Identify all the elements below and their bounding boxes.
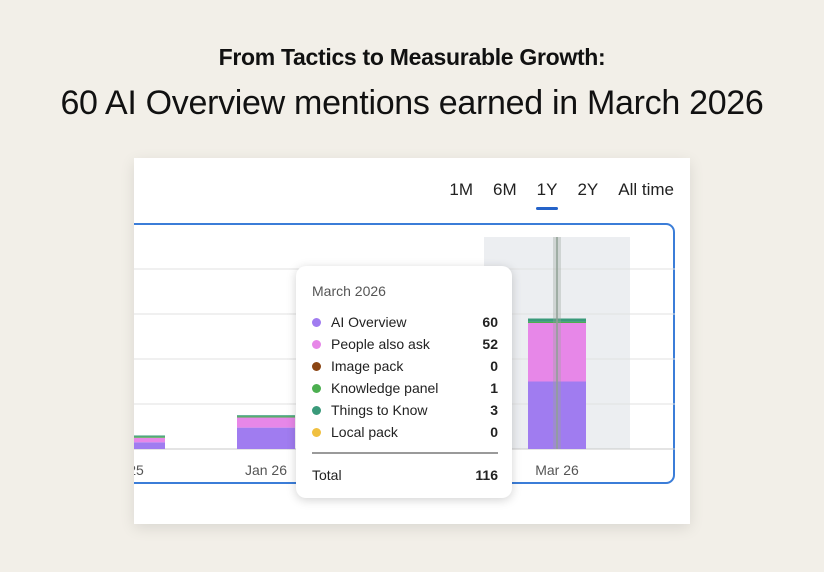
tooltip-row-knowledge-panel: Knowledge panel 1: [312, 377, 498, 399]
bar-segment: [237, 417, 295, 428]
tooltip-total-value: 116: [475, 467, 498, 483]
tooltip-row-value: 0: [490, 424, 498, 440]
things-to-know-dot-icon: [312, 405, 321, 415]
x-tick-label: 25: [134, 462, 144, 478]
tooltip-row-label: Image pack: [331, 358, 404, 374]
tooltip-row-value: 52: [482, 336, 498, 352]
tooltip-row-local-pack: Local pack 0: [312, 421, 498, 443]
image-pack-dot-icon: [312, 361, 321, 371]
chart-card: 1M 6M 1Y 2Y All time 25 Jan 26 Mar 26 Marc…: [134, 158, 690, 524]
x-tick-label: Mar 26: [535, 462, 579, 478]
x-tick-label: Jan 26: [245, 462, 287, 478]
tooltip-total-label: Total: [312, 467, 342, 483]
tooltip-row-label: Things to Know: [331, 402, 428, 418]
tab-1y[interactable]: 1Y: [535, 180, 559, 210]
tooltip-row-label: Local pack: [331, 424, 398, 440]
tooltip-row-value: 60: [482, 314, 498, 330]
tab-all-time[interactable]: All time: [618, 180, 674, 199]
tooltip-row-things-to-know: Things to Know 3: [312, 399, 498, 421]
range-tabs: 1M 6M 1Y 2Y All time: [449, 180, 674, 210]
tooltip-row-label: AI Overview: [331, 314, 407, 330]
tooltip-divider: [312, 452, 498, 454]
people-also-ask-dot-icon: [312, 339, 321, 349]
headline-line-2: 60 AI Overview mentions earned in March …: [60, 84, 764, 122]
ai-overview-dot-icon: [312, 317, 321, 327]
tooltip-row-image-pack: Image pack 0: [312, 355, 498, 377]
tooltip-row-ai-overview: AI Overview 60: [312, 311, 498, 333]
tooltip-row-people-also-ask: People also ask 52: [312, 333, 498, 355]
bar-segment: [134, 442, 165, 449]
bar-segment: [134, 436, 165, 438]
bar-segment: [237, 415, 295, 417]
tooltip-row-label: People also ask: [331, 336, 430, 352]
tooltip-total-row: Total 116: [312, 464, 498, 486]
local-pack-dot-icon: [312, 427, 321, 437]
tooltip-title: March 2026: [312, 283, 386, 299]
knowledge-panel-dot-icon: [312, 383, 321, 393]
tab-6m[interactable]: 6M: [493, 180, 517, 199]
tab-2y[interactable]: 2Y: [577, 180, 599, 199]
bar-segment: [134, 435, 165, 437]
tooltip-row-label: Knowledge panel: [331, 380, 439, 396]
bar-segment: [237, 416, 295, 418]
headline-line-1: From Tactics to Measurable Growth:: [218, 44, 606, 70]
tooltip-row-value: 1: [490, 380, 498, 396]
bar-segment: [134, 437, 165, 443]
tooltip-row-value: 3: [490, 402, 498, 418]
tooltip-row-value: 0: [490, 358, 498, 374]
bar-segment: [237, 427, 295, 449]
tab-1m[interactable]: 1M: [449, 180, 474, 199]
chart-tooltip: March 2026 AI Overview 60 People also as…: [296, 266, 512, 498]
